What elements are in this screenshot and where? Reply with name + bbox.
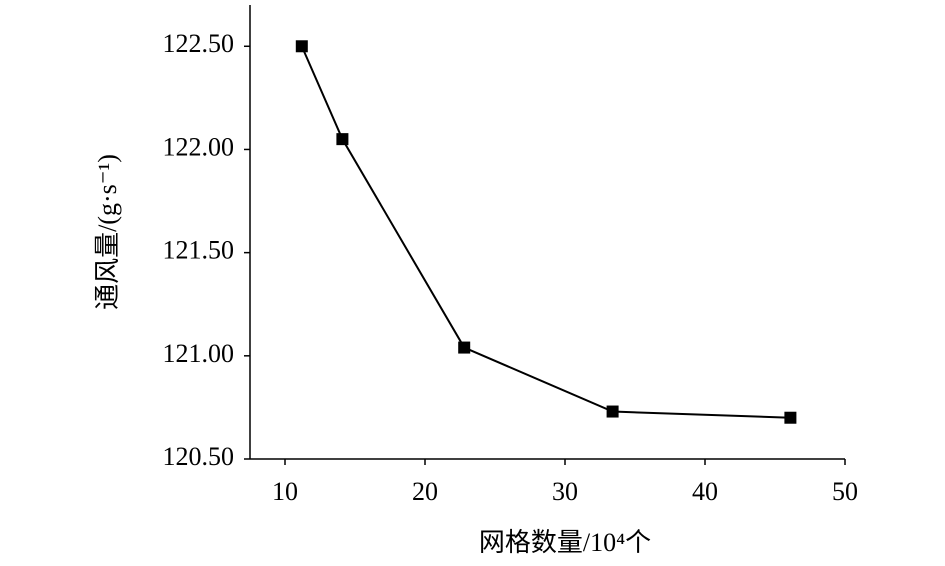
x-tick-label: 10 [272, 477, 298, 506]
line [300, 45, 791, 419]
marker [336, 133, 349, 146]
x-tick-label: 20 [412, 477, 438, 506]
marker [606, 405, 619, 418]
y-tick-label: 120.50 [163, 442, 235, 471]
y-tick-label: 121.50 [163, 236, 235, 265]
marker [295, 40, 308, 53]
x-axis-title: 网格数量/10⁴个 [479, 528, 651, 557]
x-tick-label: 30 [552, 477, 578, 506]
x-tick-label: 50 [832, 477, 858, 506]
y-axis-title: 通风量/(g·s⁻¹) [93, 154, 122, 310]
y-tick-label: 122.50 [163, 29, 235, 58]
marker [458, 341, 471, 354]
y-tick-label: 122.00 [163, 132, 235, 161]
y-tick-label: 121.00 [163, 339, 235, 368]
x-tick-label: 40 [692, 477, 718, 506]
marker [784, 411, 797, 424]
